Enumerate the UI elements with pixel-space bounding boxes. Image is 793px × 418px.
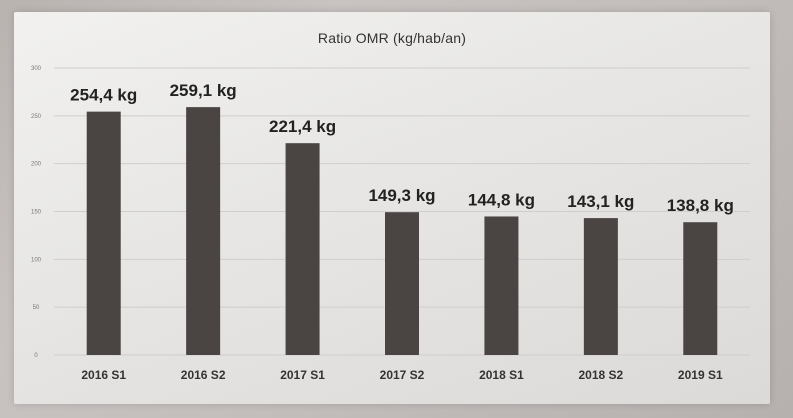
category-label: 2019 S1 <box>678 368 723 382</box>
bar <box>583 218 618 355</box>
category-label: 2017 S2 <box>380 368 425 382</box>
y-tick-label: 150 <box>31 210 42 216</box>
y-axis-ticks: 0 50 100 150 200 250 300 <box>31 66 42 359</box>
bar-value-label: 221,4 kg <box>269 117 336 136</box>
bar <box>484 216 519 355</box>
category-label: 2016 S1 <box>81 368 126 382</box>
y-tick-label: 0 <box>34 353 38 359</box>
bar-value-label: 259,1 kg <box>170 81 237 100</box>
category-labels: 2016 S1 2016 S2 2017 S1 2017 S2 2018 S1 2018 … <box>81 368 723 382</box>
category-label: 2018 S1 <box>479 368 524 382</box>
bar <box>683 222 718 355</box>
bars <box>86 107 718 356</box>
bar-value-label: 143,1 kg <box>567 192 634 211</box>
bar <box>285 143 320 355</box>
bar <box>186 107 221 355</box>
y-tick-label: 50 <box>33 305 40 311</box>
bar-value-label: 138,8 kg <box>667 196 734 215</box>
y-tick-label: 200 <box>31 162 42 168</box>
bar-chart: 0 50 100 150 200 250 300 254,4 kg 259,1 kg 221,4… <box>31 66 750 382</box>
bar-value-label: 149,3 kg <box>368 186 435 205</box>
y-tick-label: 100 <box>31 257 42 263</box>
category-label: 2018 S2 <box>578 368 623 382</box>
bar <box>385 212 419 355</box>
chart-title: Ratio OMR (kg/hab/an) <box>317 30 467 46</box>
bar-value-label: 254,4 kg <box>70 86 137 105</box>
bar-value-label: 144,8 kg <box>468 190 535 209</box>
y-tick-label: 250 <box>31 114 42 120</box>
value-labels: 254,4 kg 259,1 kg 221,4 kg 149,3 kg 144,8 kg… <box>70 81 734 215</box>
y-tick-label: 300 <box>31 66 42 72</box>
bar <box>86 111 121 356</box>
category-label: 2016 S2 <box>181 368 226 382</box>
chart-card: Ratio OMR (kg/hab/an) 0 50 100 150 200 250 300… <box>14 12 770 404</box>
category-label: 2017 S1 <box>280 368 325 382</box>
